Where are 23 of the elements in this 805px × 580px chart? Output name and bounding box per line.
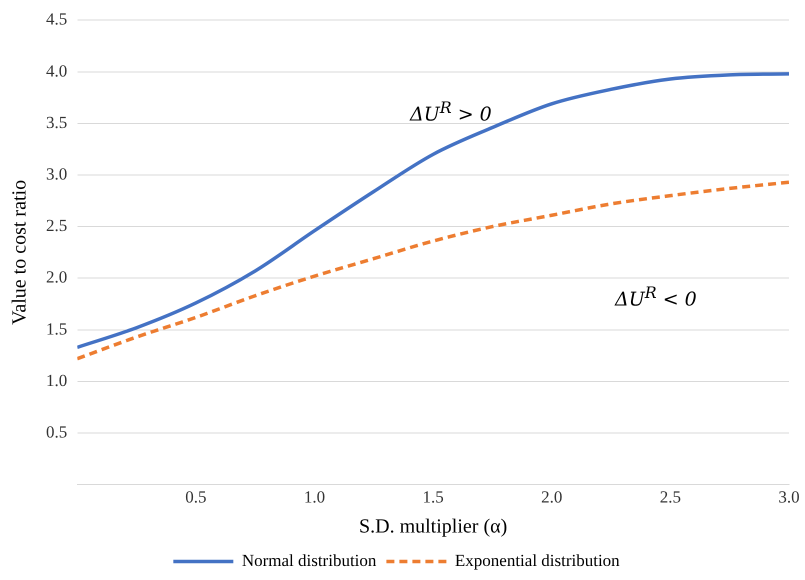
- x-tick-label: 0.5: [185, 487, 206, 506]
- y-tick-label: 4.0: [46, 61, 68, 80]
- y-tick-label: 1.0: [46, 370, 68, 390]
- y-tick-label: 3.0: [46, 164, 68, 184]
- legend-label: Exponential distribution: [454, 550, 620, 570]
- y-axis-title: Value to cost ratio: [8, 180, 30, 325]
- y-tick-label: 3.5: [46, 112, 68, 132]
- x-tick-label: 1.0: [304, 487, 326, 506]
- x-tick-label: 1.5: [422, 487, 444, 506]
- line-series: [77, 180, 789, 360]
- y-tick-label: 1.5: [46, 319, 68, 338]
- annotation: ΔU$^{R}$ < 0: [615, 283, 697, 310]
- x-tick-label: 3.0: [778, 487, 800, 506]
- x-tick-label: 2.0: [541, 487, 562, 506]
- annotation: ΔU$^{R}$ > 0: [410, 98, 492, 126]
- y-tick-label: 2.0: [46, 268, 68, 287]
- y-tick-label: 4.5: [46, 10, 68, 29]
- x-tick-label: 2.5: [660, 487, 681, 506]
- legend-label: Normal distribution: [242, 550, 377, 570]
- line-series: [77, 72, 789, 350]
- y-tick-label: 0.5: [46, 422, 68, 442]
- x-axis-title: S.D. multiplier (α): [359, 515, 508, 538]
- y-tick-label: 2.5: [46, 216, 68, 236]
